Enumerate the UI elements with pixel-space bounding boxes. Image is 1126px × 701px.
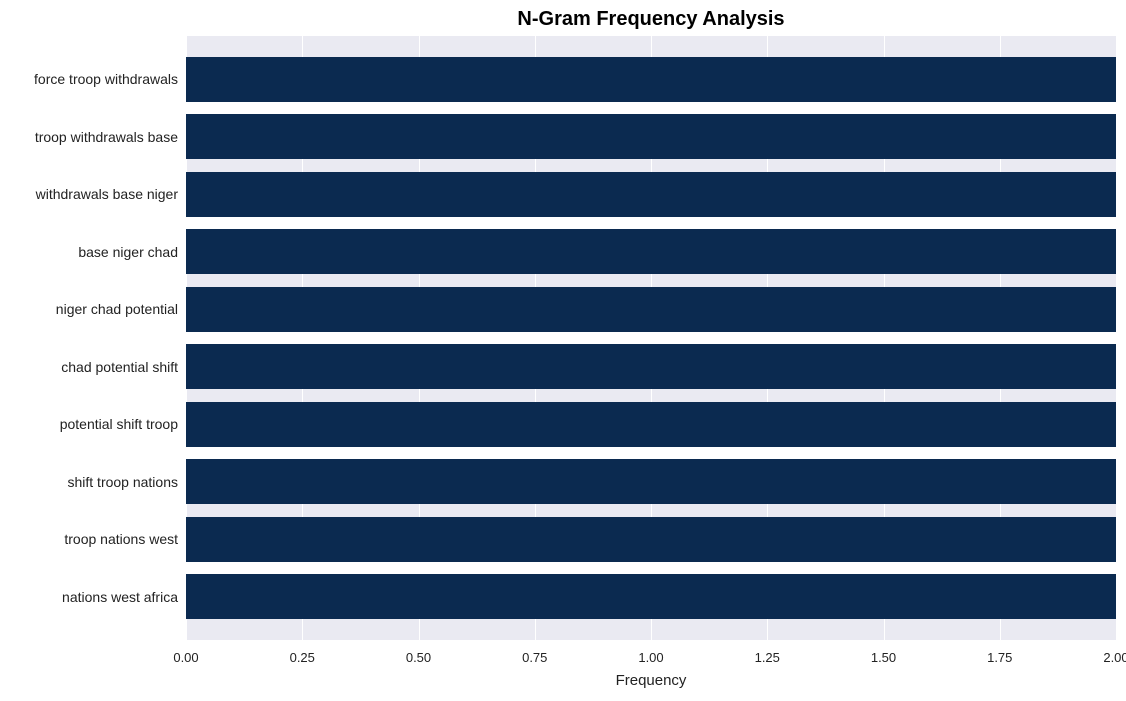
x-tick-label: 1.75 — [987, 650, 1012, 665]
ngram-frequency-chart: N-Gram Frequency Analysis force troop wi… — [0, 0, 1126, 701]
y-axis-labels: force troop withdrawals troop withdrawals… — [0, 36, 178, 640]
y-tick-label: base niger chad — [78, 244, 178, 260]
x-tick-label: 0.00 — [173, 650, 198, 665]
x-tick-label: 1.00 — [638, 650, 663, 665]
bar — [186, 574, 1116, 619]
chart-title: N-Gram Frequency Analysis — [186, 8, 1116, 31]
bar — [186, 344, 1116, 389]
bar — [186, 459, 1116, 504]
plot-area — [186, 36, 1116, 640]
x-tick-label: 1.25 — [755, 650, 780, 665]
bars-layer — [186, 36, 1116, 640]
y-tick-label: potential shift troop — [60, 416, 178, 432]
bar — [186, 57, 1116, 102]
bar — [186, 287, 1116, 332]
y-tick-label: force troop withdrawals — [34, 71, 178, 87]
y-tick-label: niger chad potential — [56, 301, 178, 317]
bar — [186, 229, 1116, 274]
x-tick-label: 0.25 — [290, 650, 315, 665]
x-tick-label: 0.75 — [522, 650, 547, 665]
y-tick-label: troop withdrawals base — [35, 129, 178, 145]
bar — [186, 402, 1116, 447]
x-axis-title: Frequency — [186, 672, 1116, 689]
bar — [186, 517, 1116, 562]
y-tick-label: troop nations west — [64, 531, 178, 547]
gridline — [1116, 36, 1117, 640]
x-tick-label: 0.50 — [406, 650, 431, 665]
bar — [186, 172, 1116, 217]
y-tick-label: nations west africa — [62, 589, 178, 605]
x-axis-tick-labels: 0.000.250.500.751.001.251.501.752.00 — [186, 650, 1116, 670]
y-tick-label: shift troop nations — [67, 474, 178, 490]
y-tick-label: chad potential shift — [61, 359, 178, 375]
bar — [186, 114, 1116, 159]
x-tick-label: 2.00 — [1103, 650, 1126, 665]
y-tick-label: withdrawals base niger — [36, 186, 178, 202]
x-tick-label: 1.50 — [871, 650, 896, 665]
